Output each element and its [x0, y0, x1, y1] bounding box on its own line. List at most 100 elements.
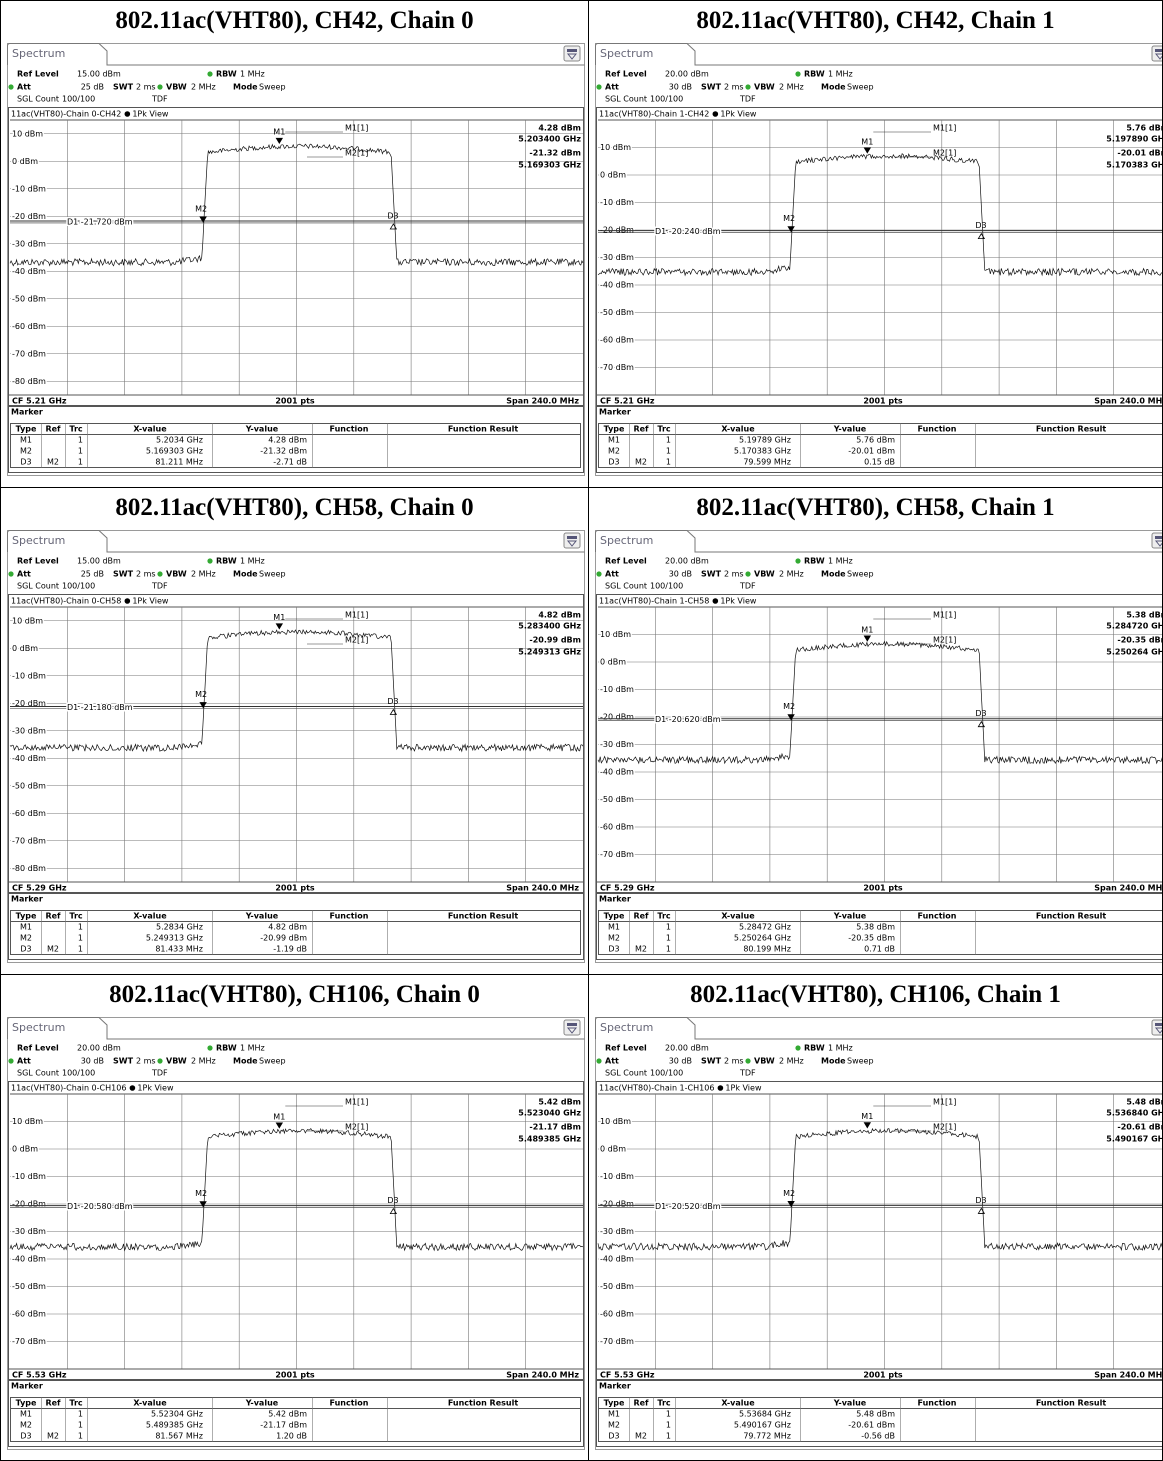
view-label: 1Pk View [132, 597, 169, 606]
count-value: 100/100 [62, 582, 95, 591]
ref-level-label: Ref Level [17, 557, 59, 566]
marker-info-value: -20.61 dBm [1117, 1123, 1163, 1132]
y-tick-label: 0 dBm [12, 644, 38, 653]
panel-frame [595, 1017, 1162, 1450]
count-label: SGL Count [17, 582, 59, 591]
graph-frame [8, 107, 584, 406]
tdf-label: TDF [151, 1069, 168, 1078]
ref-level-value: 15.00 dBm [77, 557, 121, 566]
marker-title: Marker [11, 408, 43, 417]
view-label: 1Pk View [137, 1084, 174, 1093]
y-tick-label: -70 dBm [12, 836, 46, 845]
table-trc: 1 [78, 1421, 83, 1430]
marker-title: Marker [599, 1382, 631, 1391]
tab-label: Spectrum [600, 47, 653, 60]
rbw-label: RBW [804, 557, 825, 566]
vbw-value: 2 MHz [779, 83, 804, 92]
tdf-label: TDF [739, 582, 756, 591]
marker-label: D3 [975, 1196, 986, 1205]
table-y-value: -20.61 dBm [848, 1421, 895, 1430]
table-header: Function [330, 1399, 369, 1408]
tab-label: Spectrum [600, 534, 653, 547]
table-y-value: -20.99 dBm [260, 934, 307, 943]
marker-label: M1 [273, 1112, 285, 1121]
marker-info-value: 5.76 dBm [1126, 124, 1163, 133]
trace-label: 11ac(VHT80)-Chain 0-CH42 [11, 110, 121, 119]
ref-level-value: 20.00 dBm [665, 70, 709, 79]
marker-info-value: 5.284720 GHz [1106, 622, 1163, 631]
table-header: Y-value [245, 1399, 279, 1408]
y-tick-label: -50 dBm [12, 781, 46, 790]
cf-label: CF 5.21 GHz [600, 397, 655, 406]
table-trc: 1 [78, 923, 83, 932]
y-tick-label: -60 dBm [600, 823, 634, 832]
cf-label: CF 5.53 GHz [600, 1371, 655, 1380]
swt-value: 2 ms [136, 83, 156, 92]
table-trc: 1 [666, 945, 671, 954]
marker-info-value: 5.48 dBm [1126, 1098, 1163, 1107]
table-header: X-value [133, 1399, 167, 1408]
table-trc: 1 [666, 436, 671, 445]
mode-label: Mode [821, 1057, 846, 1066]
table-x-value: 5.250264 GHz [734, 934, 791, 943]
marker-info-value: 5.38 dBm [1126, 611, 1163, 620]
table-header: Y-value [833, 425, 867, 434]
status-dot [157, 1058, 163, 1064]
marker-info-value: -20.35 dBm [1117, 636, 1163, 645]
vbw-value: 2 MHz [191, 570, 216, 579]
cell-title: 802.11ac(VHT80), CH42, Chain 0 [115, 7, 474, 34]
table-header: Ref [633, 912, 649, 921]
rbw-label: RBW [804, 70, 825, 79]
ref-level-label: Ref Level [605, 1044, 647, 1053]
table-x-value: 5.2034 GHz [156, 436, 203, 445]
tab [7, 43, 585, 66]
table-x-value: 5.53684 GHz [739, 1410, 791, 1419]
mode-value: Sweep [259, 570, 286, 579]
marker-info-value: 5.523040 GHz [518, 1109, 581, 1118]
table-x-value: 80.199 MHz [743, 945, 791, 954]
table-header: Type [16, 425, 37, 434]
status-dot [745, 571, 751, 577]
y-tick-label: 10 dBm [12, 129, 43, 138]
table-header: X-value [133, 425, 167, 434]
table-ref: M2 [635, 1432, 647, 1441]
table-trc: 1 [666, 1410, 671, 1419]
marker-info-name: M1[1] [933, 124, 956, 133]
table-type: D3 [608, 458, 619, 467]
table-y-value: -0.56 dB [861, 1432, 895, 1441]
marker-symbol [787, 714, 795, 721]
y-tick-label: -70 dBm [12, 349, 46, 358]
vbw-label: VBW [166, 570, 187, 579]
status-dot [8, 84, 14, 90]
y-tick-label: -70 dBm [600, 363, 634, 372]
vbw-label: VBW [754, 570, 775, 579]
table-y-value: -2.71 dB [273, 458, 307, 467]
marker-info-value: 5.169303 GHz [518, 161, 581, 170]
menu-icon-arrow [1154, 540, 1162, 547]
table-header: Trc [657, 1399, 671, 1408]
mode-label: Mode [821, 83, 846, 92]
vbw-value: 2 MHz [191, 1057, 216, 1066]
tab-label: Spectrum [600, 1021, 653, 1034]
table-header: Type [16, 912, 37, 921]
y-tick-label: -60 dBm [600, 1310, 634, 1319]
table-type: M2 [20, 447, 32, 456]
marker-symbol [787, 226, 795, 233]
graph-frame [8, 594, 584, 893]
y-tick-label: -40 dBm [600, 281, 634, 290]
marker-info-name: M2[1] [933, 1123, 956, 1132]
swt-label: SWT [701, 570, 722, 579]
marker-info-value: -20.99 dBm [529, 636, 581, 645]
span-label: Span 240.0 MHz [506, 397, 579, 406]
table-header: Ref [633, 1399, 649, 1408]
table-x-value: 81.433 MHz [155, 945, 203, 954]
table-header: Ref [633, 425, 649, 434]
d1-label: D1 -21.180 dBm [67, 703, 133, 712]
table-y-value: -20.35 dBm [848, 934, 895, 943]
marker-info-name: M2[1] [345, 636, 368, 645]
marker-box [8, 1380, 584, 1447]
tab [595, 530, 1162, 553]
y-tick-label: -70 dBm [600, 1337, 634, 1346]
att-label: Att [605, 1057, 619, 1066]
table-header: Function [918, 425, 957, 434]
